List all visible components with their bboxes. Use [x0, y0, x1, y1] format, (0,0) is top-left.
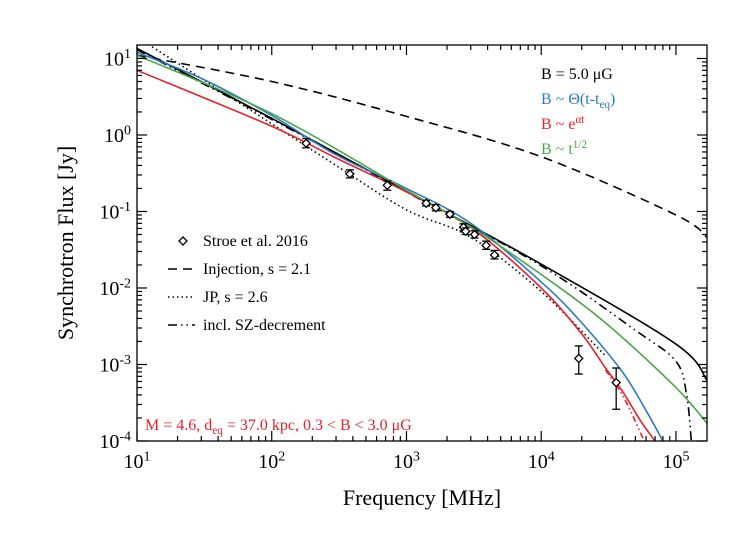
- legend-left: Stroe et al. 2016 Injection, s = 2.1 JP, s…: [168, 233, 326, 334]
- legend-right-label-3: B ~ t1/2: [541, 139, 587, 158]
- plot-frame: [136, 44, 708, 442]
- y-tick-label-0: 101: [104, 47, 131, 71]
- series-layer: [137, 45, 707, 441]
- data-point-3: [421, 198, 432, 209]
- data-point-9: [481, 240, 492, 251]
- data-point-11: [573, 353, 584, 364]
- data-point-2: [382, 180, 393, 191]
- data-point-10: [489, 250, 500, 260]
- parameter-annotation-text: M = 4.6, deq = 37.0 kpc, 0.3 < B < 3.0 μ…: [145, 417, 412, 437]
- legend-right-label-2: B ~ eαt: [541, 114, 585, 133]
- legend-right-label-0: B = 5.0 μG: [541, 66, 613, 83]
- x-tick-label-1: 102: [258, 449, 285, 473]
- series-line-5: [137, 69, 656, 441]
- data-point-1: [344, 168, 355, 179]
- y-tick-label-3: 10-2: [99, 276, 131, 300]
- y-axis-label: Synchrotron Flux [Jy]: [53, 146, 78, 340]
- data-point-4: [430, 202, 441, 213]
- legend-right-label-1: B ~ Θ(t-teq): [541, 91, 615, 111]
- y-tick-label-1: 100: [104, 123, 131, 147]
- legend-left-label-0: Stroe et al. 2016: [203, 233, 308, 250]
- data-point-12: [611, 377, 622, 388]
- series-line-2: [137, 49, 693, 441]
- series-line-red-dotdash: [604, 369, 645, 441]
- y-tick-label-5: 10-4: [99, 429, 131, 453]
- data-point-0: [301, 138, 312, 149]
- y-tick-label-2: 10-1: [99, 200, 131, 224]
- legend-left-label-1: Injection, s = 2.1: [203, 261, 311, 278]
- legend-left-label-2: JP, s = 2.6: [203, 289, 268, 306]
- x-tick-label-2: 103: [393, 449, 420, 473]
- axis-ticks: 101 102 103 104 105 101 100 10-1 10-2 10-3 10-4: [99, 45, 707, 473]
- legend-right: B = 5.0 μG B ~ Θ(t-teq) B ~ eαt B ~ t1/2: [541, 66, 615, 158]
- data-points-layer: [301, 137, 622, 410]
- data-point-5: [444, 209, 455, 220]
- data-point-7: [460, 226, 471, 237]
- y-tick-label-4: 10-3: [99, 353, 131, 377]
- x-tick-label-0: 101: [124, 449, 151, 473]
- data-point-8: [469, 229, 480, 240]
- legend-left-symbol-0: [178, 236, 188, 246]
- parameter-annotation: M = 4.6, deq = 37.0 kpc, 0.3 < B < 3.0 μ…: [145, 417, 412, 437]
- legend-left-label-3: incl. SZ-decrement: [203, 317, 326, 334]
- x-axis-label: Frequency [MHz]: [343, 485, 501, 510]
- x-tick-label-4: 105: [662, 449, 689, 473]
- x-tick-label-3: 104: [528, 449, 555, 473]
- series-line-0: [137, 54, 707, 238]
